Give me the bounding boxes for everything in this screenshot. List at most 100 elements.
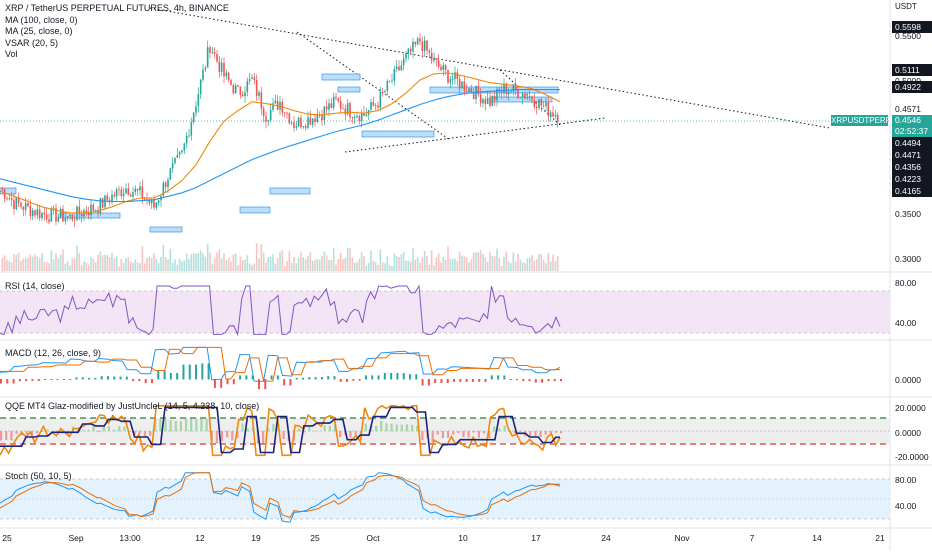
macd-histogram <box>0 363 562 390</box>
volume-bar <box>519 259 522 271</box>
volume-bar <box>113 258 116 271</box>
volume-bar <box>545 263 547 271</box>
candle-body <box>549 112 552 117</box>
qqe-hist-bar <box>41 431 44 432</box>
candle-body <box>384 90 386 92</box>
volume-bar <box>132 262 134 271</box>
candle-body <box>118 189 120 191</box>
qqe-hist-bar <box>488 431 491 438</box>
qqe-title[interactable]: QQE MT4 Glaz-modified by JustUncleL (14,… <box>5 401 260 411</box>
volume-bars <box>1 242 559 271</box>
time-tick: Oct <box>366 533 380 543</box>
macd-hist-bar <box>302 377 305 380</box>
candle-body <box>419 38 421 42</box>
legend-ma100[interactable]: MA (100, close, 0) <box>5 14 78 25</box>
volume-bar <box>342 259 344 271</box>
qqe-hist-bar <box>452 431 455 435</box>
volume-bar <box>528 257 531 271</box>
candle-body <box>414 41 417 45</box>
qqe-hist-bar <box>15 431 18 434</box>
qqe-hist-bar <box>184 419 188 432</box>
candle-body <box>92 204 95 211</box>
volume-bar <box>279 252 281 271</box>
candle-body <box>120 189 123 197</box>
volume-bar <box>120 258 123 271</box>
candle-body <box>169 168 172 180</box>
candle-body <box>426 40 428 51</box>
qqe-hist-bar <box>195 419 198 432</box>
candle-body <box>554 114 557 117</box>
qqe-hist-bar <box>179 421 183 432</box>
qqe-hist-bar <box>118 426 121 432</box>
candle-body <box>246 81 249 92</box>
candle-body <box>134 188 137 192</box>
volume-bar <box>272 254 274 271</box>
candle-body <box>209 47 211 53</box>
macd-hist-bar <box>18 379 21 382</box>
qqe-hist-bar <box>148 431 152 436</box>
volume-bar <box>106 254 109 271</box>
candle-body <box>185 135 188 144</box>
volume-bar <box>540 254 543 271</box>
volume-bar <box>454 258 456 271</box>
volume-bar <box>407 260 410 271</box>
qqe-hist-bar <box>554 431 558 433</box>
volume-bar <box>388 265 391 271</box>
volume-bar <box>447 246 449 271</box>
volume-bar <box>542 259 545 271</box>
qqe-hist-bar <box>405 424 409 432</box>
volume-bar <box>484 257 487 271</box>
legend-volume[interactable]: Vol <box>5 49 18 59</box>
volume-bar <box>36 256 39 271</box>
candle-body <box>430 52 433 61</box>
macd-hist-bar <box>44 379 47 380</box>
candle-body <box>45 214 48 220</box>
candle-body <box>136 188 139 191</box>
macd-hist-bar <box>125 376 128 380</box>
volume-bar <box>150 258 153 271</box>
candle-body <box>227 72 230 81</box>
volume-bar <box>220 258 223 271</box>
macd-hist-bar <box>50 379 53 380</box>
candle-body <box>22 206 25 210</box>
macd-hist-bar <box>497 375 500 380</box>
qqe-hist-bar <box>385 423 388 432</box>
legend-vsar[interactable]: VSAR (20, 5) <box>5 37 59 48</box>
volume-bar <box>337 258 340 271</box>
qqe-hist-bar <box>236 431 239 439</box>
volume-bar <box>449 258 452 271</box>
candle-body <box>290 122 293 124</box>
macd-hist-bar <box>522 379 525 382</box>
current-price-badge: 0.4546 02:52:37 <box>892 115 932 137</box>
volume-bar <box>209 252 211 271</box>
qqe-hist-bar <box>174 421 177 432</box>
stoch-title[interactable]: Stoch (50, 10, 5) <box>5 471 72 481</box>
candle-body <box>52 207 55 209</box>
qqe-hist-bar <box>441 431 445 439</box>
qqe-hist-bar <box>482 431 486 434</box>
candle-body <box>407 48 410 54</box>
macd-hist-bar <box>320 377 323 380</box>
qqe-hist-bar <box>339 431 342 438</box>
volume-bar <box>83 261 85 271</box>
volume-bar <box>64 263 67 271</box>
candle-body <box>251 77 253 80</box>
volume-bar <box>1 258 4 271</box>
symbol-tag[interactable]: XRPUSDTPERP <box>831 115 892 126</box>
macd-hist-bar <box>207 363 210 380</box>
time-tick: Sep <box>68 533 84 543</box>
macd-hist-bar <box>396 373 399 380</box>
qqe-hist-bar <box>436 431 439 435</box>
qqe-hist-bar <box>241 423 244 432</box>
macd-hist-bar <box>62 379 65 380</box>
candle-body <box>127 188 130 196</box>
candle-body <box>262 108 265 117</box>
macd-title[interactable]: MACD (12, 26, close, 9) <box>5 348 102 358</box>
qqe-hist-bar <box>143 431 147 437</box>
rsi-title[interactable]: RSI (14, close) <box>5 281 65 291</box>
macd-hist-bar <box>478 379 481 382</box>
volume-bar <box>500 266 503 271</box>
qqe-hist-bar <box>267 428 270 432</box>
legend-ma25[interactable]: MA (25, close, 0) <box>5 26 73 36</box>
